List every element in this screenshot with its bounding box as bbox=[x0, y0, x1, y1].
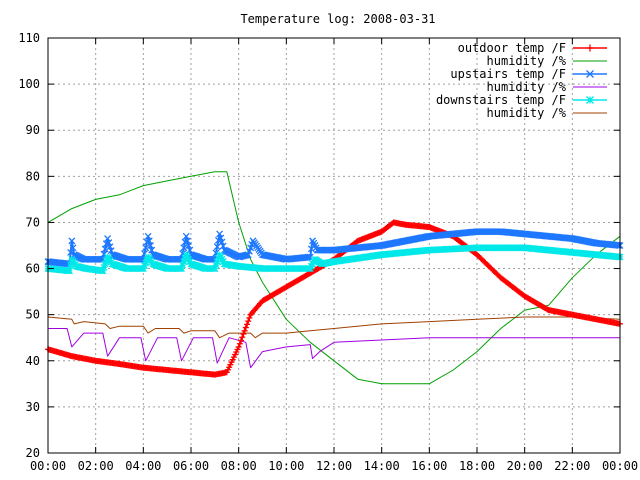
x-tick-label: 10:00 bbox=[268, 459, 304, 473]
x-tick-label: 14:00 bbox=[364, 459, 400, 473]
data-point bbox=[68, 237, 76, 245]
chart-title: Temperature log: 2008-03-31 bbox=[240, 12, 435, 26]
y-tick-label: 40 bbox=[26, 354, 40, 368]
data-point bbox=[178, 265, 185, 273]
data-point bbox=[219, 242, 227, 250]
data-point bbox=[142, 259, 150, 267]
data-point bbox=[104, 235, 112, 243]
axes: 20 30 40 50 60 70 80 90 100 110 00:00 02:00 04:00 06:… bbox=[18, 31, 638, 473]
data-point bbox=[235, 343, 242, 350]
x-tick-label: 02:00 bbox=[78, 459, 114, 473]
y-tick-label: 90 bbox=[26, 123, 40, 137]
x-tick-label: 18:00 bbox=[459, 459, 495, 473]
legend-label: upstairs temp /F bbox=[450, 67, 566, 81]
data-point bbox=[65, 267, 73, 275]
x-tick-label: 00:00 bbox=[602, 459, 638, 473]
data-point bbox=[105, 239, 113, 247]
series-2 bbox=[44, 228, 624, 268]
series-0 bbox=[45, 219, 623, 378]
data-point bbox=[183, 253, 191, 261]
x-tick-label: 20:00 bbox=[507, 459, 543, 473]
data-point bbox=[217, 253, 225, 261]
data-point bbox=[309, 260, 317, 268]
data-point bbox=[143, 256, 151, 264]
data-point bbox=[212, 261, 220, 269]
series-4 bbox=[44, 244, 624, 275]
data-point bbox=[244, 321, 251, 328]
y-tick-label: 60 bbox=[26, 262, 40, 276]
y-tick-label: 50 bbox=[26, 308, 40, 322]
data-point bbox=[239, 334, 246, 341]
data-point bbox=[180, 258, 188, 266]
data-point bbox=[218, 238, 226, 246]
data-point bbox=[142, 244, 150, 252]
x-tick-label: 12:00 bbox=[316, 459, 352, 473]
data-point bbox=[181, 254, 189, 262]
data-point bbox=[218, 255, 226, 263]
series-layer bbox=[44, 171, 624, 385]
data-point bbox=[241, 327, 248, 334]
data-point bbox=[101, 245, 109, 253]
legend-label: humidity /% bbox=[487, 80, 567, 94]
x-tick-label: 06:00 bbox=[173, 459, 209, 473]
legend-label: humidity /% bbox=[487, 54, 567, 68]
legend-label: outdoor temp /F bbox=[458, 41, 566, 55]
data-point bbox=[179, 261, 187, 269]
data-point bbox=[139, 265, 147, 273]
data-point bbox=[216, 230, 224, 238]
x-tick-label: 04:00 bbox=[125, 459, 161, 473]
x-tick-label: 22:00 bbox=[554, 459, 590, 473]
y-tick-label: 110 bbox=[18, 31, 40, 45]
legend-marker bbox=[586, 96, 594, 104]
data-point bbox=[67, 261, 75, 269]
legend-marker bbox=[586, 70, 594, 78]
data-point bbox=[182, 251, 190, 259]
data-point bbox=[141, 262, 148, 270]
series-5 bbox=[47, 316, 621, 339]
legend-label: humidity /% bbox=[487, 106, 567, 120]
data-point bbox=[69, 244, 77, 252]
data-point bbox=[137, 255, 145, 263]
data-point bbox=[106, 243, 114, 251]
data-point bbox=[236, 340, 243, 347]
data-point bbox=[180, 244, 188, 252]
y-tick-label: 30 bbox=[26, 400, 40, 414]
data-point bbox=[214, 254, 222, 262]
data-point bbox=[211, 265, 219, 273]
series-line bbox=[48, 328, 620, 369]
data-point bbox=[213, 258, 221, 266]
data-point bbox=[242, 324, 249, 331]
y-tick-label: 100 bbox=[18, 77, 40, 91]
data-point bbox=[246, 314, 253, 321]
data-point bbox=[245, 318, 252, 325]
series-line bbox=[47, 171, 621, 385]
x-tick-label: 16:00 bbox=[411, 459, 447, 473]
x-tick-label: 00:00 bbox=[30, 459, 66, 473]
data-point bbox=[67, 248, 75, 256]
y-tick-label: 70 bbox=[26, 215, 40, 229]
data-point bbox=[216, 251, 224, 259]
data-point bbox=[101, 260, 109, 268]
data-point bbox=[185, 255, 193, 263]
data-point bbox=[240, 331, 247, 338]
data-point bbox=[99, 267, 107, 275]
y-tick-label: 20 bbox=[26, 446, 40, 460]
data-point bbox=[217, 234, 225, 242]
data-point bbox=[304, 253, 312, 261]
series-3 bbox=[48, 328, 620, 369]
data-point bbox=[100, 263, 108, 271]
data-point bbox=[307, 262, 315, 270]
series-1 bbox=[47, 171, 621, 385]
x-tick-label: 08:00 bbox=[221, 459, 257, 473]
legend-marker bbox=[586, 44, 594, 52]
series-line bbox=[47, 316, 621, 339]
y-tick-label: 80 bbox=[26, 169, 40, 183]
data-point bbox=[615, 241, 623, 249]
data-point bbox=[238, 337, 245, 344]
legend-label: downstairs temp /F bbox=[436, 93, 566, 107]
data-point bbox=[306, 265, 314, 273]
